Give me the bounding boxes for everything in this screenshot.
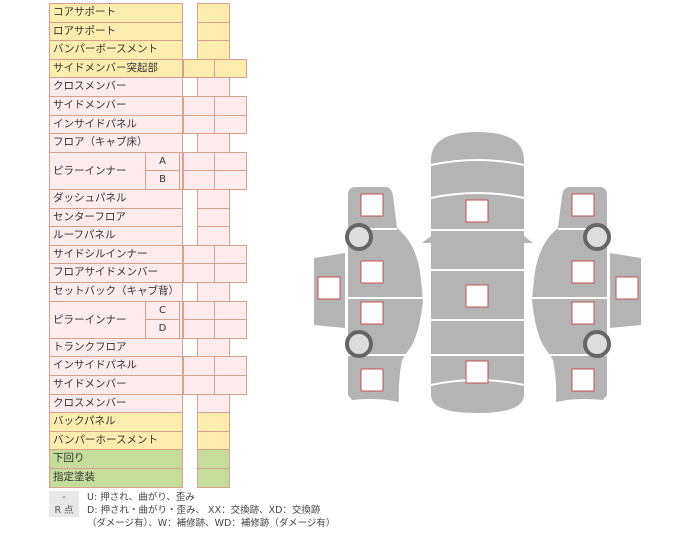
marker-box[interactable] [571, 260, 595, 284]
marker-box[interactable] [465, 360, 489, 384]
row-label: クロスメンバー [49, 77, 183, 97]
rating-cell[interactable] [214, 375, 247, 395]
row-label: 指定塗装 [49, 468, 183, 488]
marker-box[interactable] [615, 276, 639, 300]
marker-box[interactable] [360, 301, 384, 325]
rating-cell[interactable] [214, 58, 247, 79]
marker-box[interactable] [465, 199, 489, 223]
legend-text-cont: （ダメージ有）、W：補修跡、WD：補修跡（ダメージ有） [87, 518, 336, 529]
legend-text: D: 押され・曲がり・歪み、 XX：交換跡、XD：交換跡 [87, 505, 321, 516]
tires [345, 223, 611, 358]
legend-key: R 点 [49, 504, 79, 517]
marker-box[interactable] [571, 193, 595, 217]
legend-text: U: 押され、曲がり、歪み [87, 492, 195, 503]
rating-cell[interactable] [214, 263, 247, 283]
tire-icon [345, 223, 373, 251]
rating-cell[interactable] [197, 468, 230, 488]
row-label: バンパーホースメント [49, 430, 183, 451]
tire-icon [583, 330, 611, 358]
row-label: バックパネル [49, 412, 183, 432]
marker-box[interactable] [360, 193, 384, 217]
row-sub-label: C [145, 300, 180, 321]
marker-box[interactable] [571, 301, 595, 325]
row-label: サイドシルインナー [49, 244, 183, 265]
rating-cell[interactable] [214, 319, 247, 339]
tire-icon [345, 330, 373, 358]
marker-box[interactable] [465, 284, 489, 308]
row-label: サイドメンバー [49, 96, 183, 116]
rating-cell[interactable] [214, 170, 247, 190]
row-label: クロスメンバー [49, 393, 183, 414]
marker-box[interactable] [360, 368, 384, 392]
rating-cell[interactable] [214, 114, 247, 135]
damage-markers [317, 193, 639, 392]
legend: - U: 押され、曲がり、歪み R 点 D: 押され・曲がり・歪み、 XX：交換跡、… [49, 491, 335, 530]
marker-box[interactable] [571, 368, 595, 392]
row-label: フロア（キャブ床） [49, 133, 183, 153]
row-label: サイドメンバー突起部 [49, 58, 183, 79]
tire-icon [583, 223, 611, 251]
row-label: バンパーボースメント [49, 40, 183, 60]
legend-key: - [49, 491, 79, 504]
marker-box[interactable] [360, 260, 384, 284]
row-label: フロアサイドメンバー [49, 263, 183, 283]
row-label: センターフロア [49, 207, 183, 228]
marker-box[interactable] [317, 276, 341, 300]
row-label: インサイドパネル [49, 114, 183, 135]
